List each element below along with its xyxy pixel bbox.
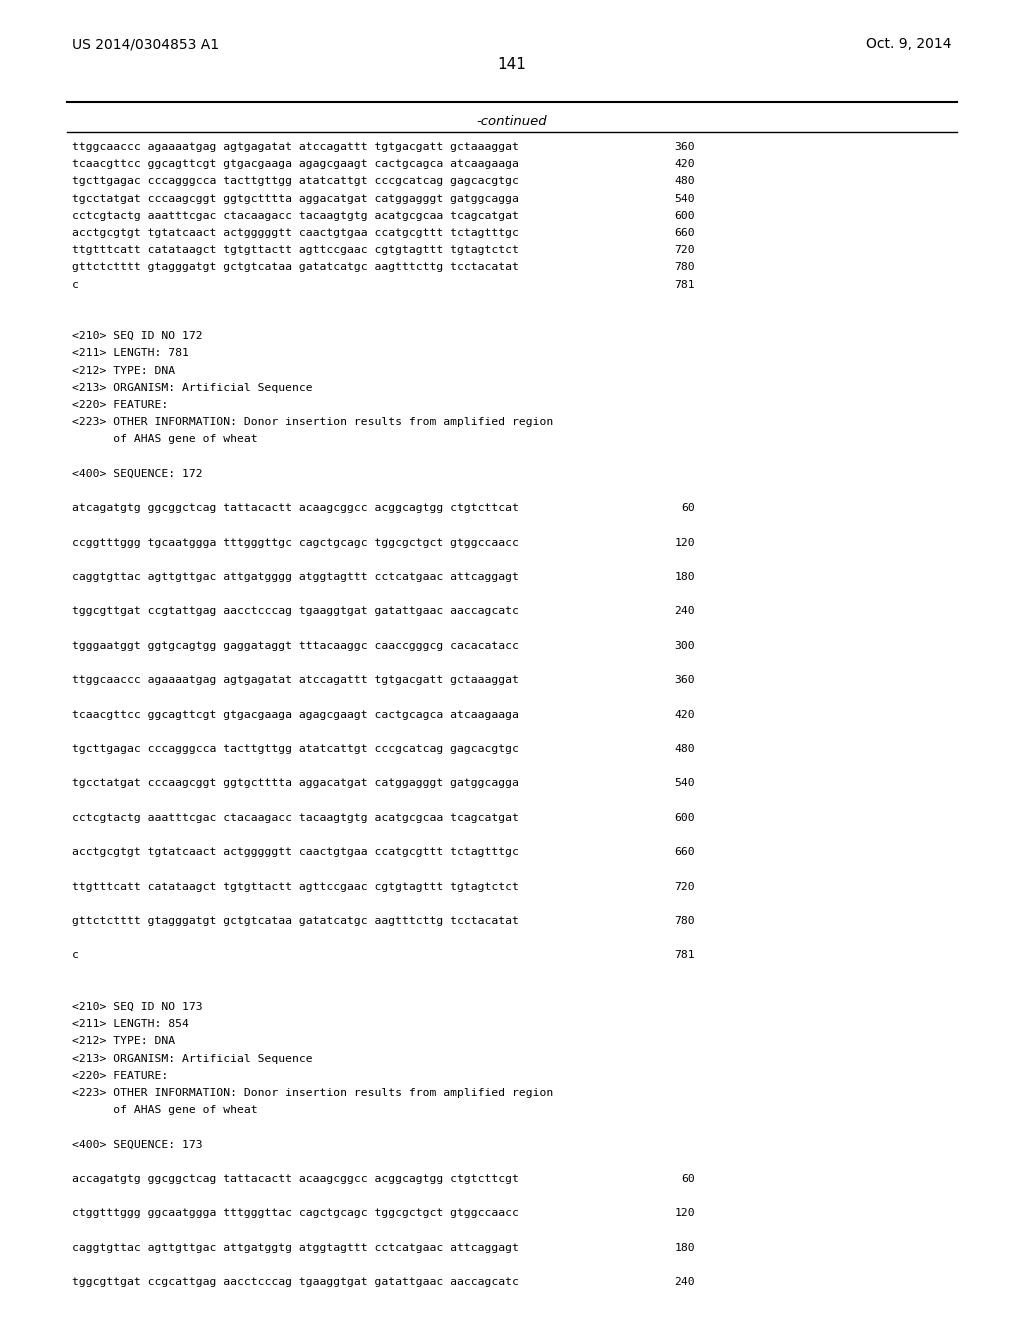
- Text: tggcgttgat ccgtattgag aacctcccag tgaaggtgat gatattgaac aaccagcatc: tggcgttgat ccgtattgag aacctcccag tgaaggt…: [72, 606, 519, 616]
- Text: 120: 120: [675, 1208, 695, 1218]
- Text: caggtgttac agttgttgac attgatggtg atggtagttt cctcatgaac attcaggagt: caggtgttac agttgttgac attgatggtg atggtag…: [72, 1243, 519, 1253]
- Text: cctcgtactg aaatttcgac ctacaagacc tacaagtgtg acatgcgcaa tcagcatgat: cctcgtactg aaatttcgac ctacaagacc tacaagt…: [72, 813, 519, 822]
- Text: 240: 240: [675, 1278, 695, 1287]
- Text: <210> SEQ ID NO 172: <210> SEQ ID NO 172: [72, 331, 203, 341]
- Text: <220> FEATURE:: <220> FEATURE:: [72, 400, 168, 411]
- Text: of AHAS gene of wheat: of AHAS gene of wheat: [72, 434, 258, 445]
- Text: acctgcgtgt tgtatcaact actgggggtt caactgtgaa ccatgcgttt tctagtttgc: acctgcgtgt tgtatcaact actgggggtt caactgt…: [72, 847, 519, 857]
- Text: <210> SEQ ID NO 173: <210> SEQ ID NO 173: [72, 1002, 203, 1012]
- Text: <223> OTHER INFORMATION: Donor insertion results from amplified region: <223> OTHER INFORMATION: Donor insertion…: [72, 1088, 553, 1098]
- Text: gttctctttt gtagggatgt gctgtcataa gatatcatgc aagtttcttg tcctacatat: gttctctttt gtagggatgt gctgtcataa gatatca…: [72, 263, 519, 272]
- Text: 600: 600: [675, 813, 695, 822]
- Text: ttgtttcatt catataagct tgtgttactt agttccgaac cgtgtagttt tgtagtctct: ttgtttcatt catataagct tgtgttactt agttccg…: [72, 882, 519, 891]
- Text: tgcttgagac cccagggcca tacttgttgg atatcattgt cccgcatcag gagcacgtgc: tgcttgagac cccagggcca tacttgttgg atatcat…: [72, 177, 519, 186]
- Text: 480: 480: [675, 744, 695, 754]
- Text: <211> LENGTH: 854: <211> LENGTH: 854: [72, 1019, 188, 1030]
- Text: acctgcgtgt tgtatcaact actgggggtt caactgtgaa ccatgcgttt tctagtttgc: acctgcgtgt tgtatcaact actgggggtt caactgt…: [72, 228, 519, 238]
- Text: cctcgtactg aaatttcgac ctacaagacc tacaagtgtg acatgcgcaa tcagcatgat: cctcgtactg aaatttcgac ctacaagacc tacaagt…: [72, 211, 519, 220]
- Text: gttctctttt gtagggatgt gctgtcataa gatatcatgc aagtttcttg tcctacatat: gttctctttt gtagggatgt gctgtcataa gatatca…: [72, 916, 519, 927]
- Text: ctggtttggg ggcaatggga tttgggttac cagctgcagc tggcgctgct gtggccaacc: ctggtttggg ggcaatggga tttgggttac cagctgc…: [72, 1208, 519, 1218]
- Text: ttggcaaccc agaaaatgag agtgagatat atccagattt tgtgacgatt gctaaaggat: ttggcaaccc agaaaatgag agtgagatat atccaga…: [72, 676, 519, 685]
- Text: 660: 660: [675, 847, 695, 857]
- Text: 420: 420: [675, 160, 695, 169]
- Text: 300: 300: [675, 640, 695, 651]
- Text: <212> TYPE: DNA: <212> TYPE: DNA: [72, 366, 175, 376]
- Text: <213> ORGANISM: Artificial Sequence: <213> ORGANISM: Artificial Sequence: [72, 1053, 312, 1064]
- Text: tgcctatgat cccaagcggt ggtgctttta aggacatgat catggagggt gatggcagga: tgcctatgat cccaagcggt ggtgctttta aggacat…: [72, 779, 519, 788]
- Text: tcaacgttcc ggcagttcgt gtgacgaaga agagcgaagt cactgcagca atcaagaaga: tcaacgttcc ggcagttcgt gtgacgaaga agagcga…: [72, 160, 519, 169]
- Text: of AHAS gene of wheat: of AHAS gene of wheat: [72, 1105, 258, 1115]
- Text: 720: 720: [675, 882, 695, 891]
- Text: c: c: [72, 950, 79, 961]
- Text: 60: 60: [681, 503, 695, 513]
- Text: 600: 600: [675, 211, 695, 220]
- Text: ttggcaaccc agaaaatgag agtgagatat atccagattt tgtgacgatt gctaaaggat: ttggcaaccc agaaaatgag agtgagatat atccaga…: [72, 143, 519, 152]
- Text: 540: 540: [675, 779, 695, 788]
- Text: 60: 60: [681, 1173, 695, 1184]
- Text: <220> FEATURE:: <220> FEATURE:: [72, 1071, 168, 1081]
- Text: 360: 360: [675, 676, 695, 685]
- Text: tgcctatgat cccaagcggt ggtgctttta aggacatgat catggagggt gatggcagga: tgcctatgat cccaagcggt ggtgctttta aggacat…: [72, 194, 519, 203]
- Text: 240: 240: [675, 606, 695, 616]
- Text: US 2014/0304853 A1: US 2014/0304853 A1: [72, 37, 219, 51]
- Text: <223> OTHER INFORMATION: Donor insertion results from amplified region: <223> OTHER INFORMATION: Donor insertion…: [72, 417, 553, 428]
- Text: atcagatgtg ggcggctcag tattacactt acaagcggcc acggcagtgg ctgtcttcat: atcagatgtg ggcggctcag tattacactt acaagcg…: [72, 503, 519, 513]
- Text: 420: 420: [675, 710, 695, 719]
- Text: tcaacgttcc ggcagttcgt gtgacgaaga agagcgaagt cactgcagca atcaagaaga: tcaacgttcc ggcagttcgt gtgacgaaga agagcga…: [72, 710, 519, 719]
- Text: -continued: -continued: [477, 115, 547, 128]
- Text: <212> TYPE: DNA: <212> TYPE: DNA: [72, 1036, 175, 1047]
- Text: 540: 540: [675, 194, 695, 203]
- Text: 360: 360: [675, 143, 695, 152]
- Text: 720: 720: [675, 246, 695, 255]
- Text: ccggtttggg tgcaatggga tttgggttgc cagctgcagc tggcgctgct gtggccaacc: ccggtttggg tgcaatggga tttgggttgc cagctgc…: [72, 537, 519, 548]
- Text: 780: 780: [675, 916, 695, 927]
- Text: tggcgttgat ccgcattgag aacctcccag tgaaggtgat gatattgaac aaccagcatc: tggcgttgat ccgcattgag aacctcccag tgaaggt…: [72, 1278, 519, 1287]
- Text: 120: 120: [675, 537, 695, 548]
- Text: 660: 660: [675, 228, 695, 238]
- Text: 780: 780: [675, 263, 695, 272]
- Text: c: c: [72, 280, 79, 289]
- Text: accagatgtg ggcggctcag tattacactt acaagcggcc acggcagtgg ctgtcttcgt: accagatgtg ggcggctcag tattacactt acaagcg…: [72, 1173, 519, 1184]
- Text: 180: 180: [675, 572, 695, 582]
- Text: 141: 141: [498, 57, 526, 73]
- Text: ttgtttcatt catataagct tgtgttactt agttccgaac cgtgtagttt tgtagtctct: ttgtttcatt catataagct tgtgttactt agttccg…: [72, 246, 519, 255]
- Text: 781: 781: [675, 950, 695, 961]
- Text: 480: 480: [675, 177, 695, 186]
- Text: <211> LENGTH: 781: <211> LENGTH: 781: [72, 348, 188, 359]
- Text: <213> ORGANISM: Artificial Sequence: <213> ORGANISM: Artificial Sequence: [72, 383, 312, 393]
- Text: <400> SEQUENCE: 173: <400> SEQUENCE: 173: [72, 1139, 203, 1150]
- Text: tgcttgagac cccagggcca tacttgttgg atatcattgt cccgcatcag gagcacgtgc: tgcttgagac cccagggcca tacttgttgg atatcat…: [72, 744, 519, 754]
- Text: tgggaatggt ggtgcagtgg gaggataggt tttacaaggc caaccgggcg cacacatacc: tgggaatggt ggtgcagtgg gaggataggt tttacaa…: [72, 640, 519, 651]
- Text: <400> SEQUENCE: 172: <400> SEQUENCE: 172: [72, 469, 203, 479]
- Text: 180: 180: [675, 1243, 695, 1253]
- Text: Oct. 9, 2014: Oct. 9, 2014: [866, 37, 952, 51]
- Text: 781: 781: [675, 280, 695, 289]
- Text: caggtgttac agttgttgac attgatgggg atggtagttt cctcatgaac attcaggagt: caggtgttac agttgttgac attgatgggg atggtag…: [72, 572, 519, 582]
